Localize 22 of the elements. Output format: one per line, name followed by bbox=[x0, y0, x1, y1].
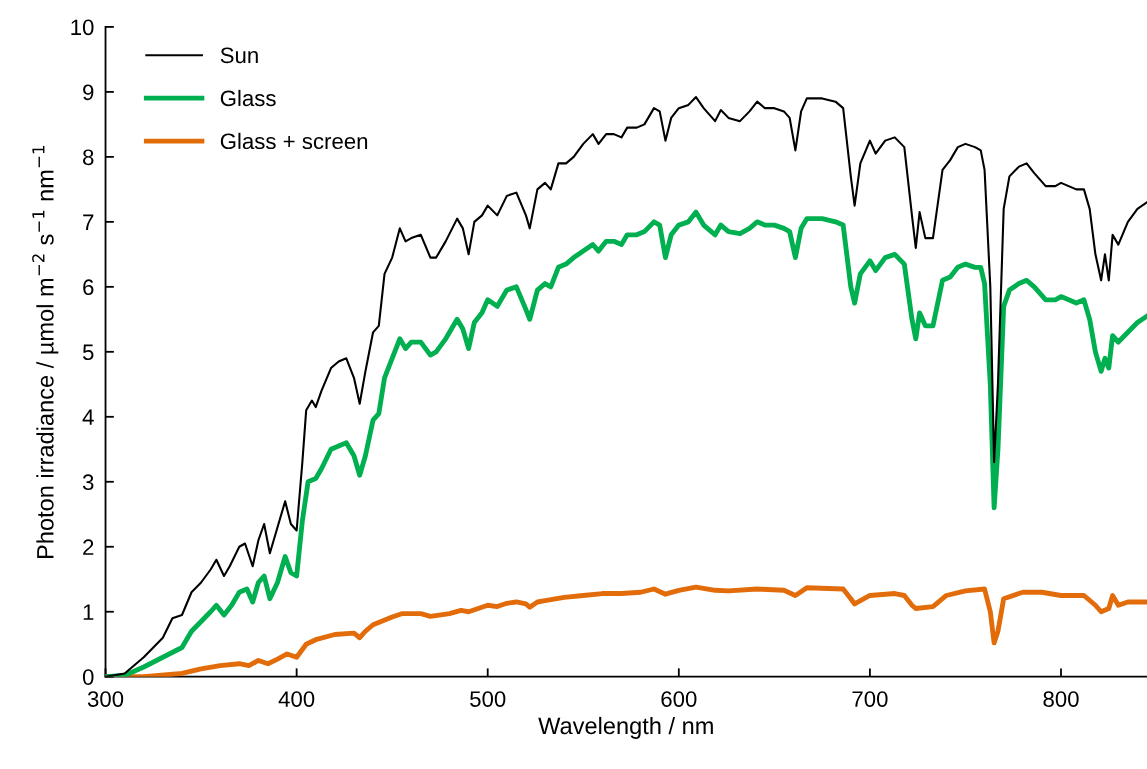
y-tick-label: 2 bbox=[83, 539, 94, 555]
legend-label: Glass + screen bbox=[220, 132, 368, 150]
x-tick-label: 400 bbox=[278, 691, 315, 707]
x-tick-label: 500 bbox=[470, 691, 506, 707]
y-tick-label: 9 bbox=[83, 84, 94, 101]
x-tick-label: 800 bbox=[1043, 691, 1079, 707]
y-tick-label: 6 bbox=[83, 279, 94, 296]
x-tick-label: 700 bbox=[852, 691, 888, 707]
legend-label: Sun bbox=[220, 47, 258, 64]
x-tick-label: 600 bbox=[661, 691, 697, 707]
y-tick-label: 10 bbox=[71, 19, 94, 36]
y-tick-label: 8 bbox=[83, 149, 94, 166]
y-tick-label: 4 bbox=[82, 409, 94, 425]
y-tick-label: 3 bbox=[82, 474, 94, 491]
y-tick-label: 1 bbox=[83, 604, 94, 620]
y-tick-label: 5 bbox=[82, 344, 94, 361]
x-tick-label: 300 bbox=[87, 691, 124, 707]
legend-label: Glass bbox=[220, 89, 276, 107]
x-axis-title: Wavelength / nm bbox=[538, 716, 713, 739]
y-axis-title: Photon irradiance / µmol m$^{−2}$ s$^{−1}$ nm$^{−1}$ bbox=[32, 146, 59, 559]
y-tick-label: 7 bbox=[83, 214, 94, 230]
y-tick-label: 0 bbox=[82, 669, 94, 685]
